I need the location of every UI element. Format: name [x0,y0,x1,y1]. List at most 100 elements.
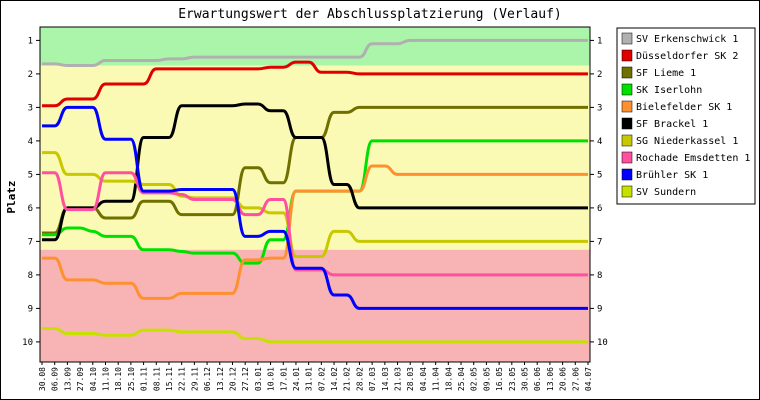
x-tick-label: 02.05 [470,367,479,391]
x-tick-label: 28.02 [355,367,364,391]
legend-entry: SK Iserlohn [636,85,702,96]
y-tick-label-right: 8 [597,271,602,281]
legend: SV Erkenschwick 1 Düsseldorfer SK 2 SF Lie… [616,27,756,205]
x-tick-label: 23.05 [508,367,517,391]
y-tick-label-right: 2 [597,70,602,80]
x-tick-label: 30.08 [38,367,47,391]
y-tick-label-right: 6 [597,204,602,214]
legend-swatch [621,49,633,62]
x-tick-label: 14.02 [330,367,339,391]
x-tick-label: 24.01 [292,367,301,391]
x-tick-label: 27.06 [571,367,580,391]
legend-entry: Bielefelder SK 1 [636,102,732,113]
x-tick-label: 25.10 [127,367,136,391]
series-line-5 [41,102,588,242]
y-tick-label: 10 [22,338,33,348]
x-tick-label: 16.05 [495,367,504,391]
series-line-7 [42,171,588,277]
series-lines [41,38,588,344]
y-tick-label-right: 3 [597,103,602,113]
y-ticks-right: 1 2 3 4 5 6 7 8 9 10 [590,36,608,348]
x-tick-label: 09.05 [482,367,491,391]
x-tick-label: 25.04 [457,367,466,391]
y-tick-label: 8 [28,271,33,281]
legend-entry: SF Brackel 1 [636,119,708,130]
legend-swatch [621,168,633,181]
x-tick-label: 10.01 [267,367,276,391]
x-tick-label: 06.12 [203,367,212,391]
legend-entry: Rochade Emsdetten 1 [636,153,750,164]
x-tick-label: 11.04 [432,367,441,391]
y-tick-label-right: 7 [597,237,602,247]
y-tick-label-right: 9 [597,304,602,314]
y-tick-label: 7 [28,237,33,247]
y-tick-label-right: 10 [597,338,608,348]
y-tick-label: 9 [28,304,33,314]
background-band-1 [40,65,590,250]
legend-swatch [621,66,633,79]
background-band-2 [40,249,590,362]
x-tick-label: 07.03 [368,367,377,391]
x-tick-label: 13.06 [546,367,555,391]
y-tick-label: 6 [28,204,33,214]
x-ticks: 30.08 06.09 13.09 27.09 04.10 11.10 18.10 25.10… [38,362,593,391]
y-tick-label-right: 5 [597,170,602,180]
x-tick-label: 04.04 [419,367,428,391]
legend-swatch [621,83,633,96]
legend-swatch [621,100,633,113]
x-tick-label: 17.01 [279,367,288,391]
x-tick-label: 27.09 [76,367,85,391]
y-tick-label: 5 [28,170,33,180]
y-tick-label-right: 1 [597,36,602,46]
x-tick-label: 13.12 [216,367,225,391]
legend-swatch [621,117,633,130]
series-line-0 [41,38,588,68]
x-tick-label: 27.12 [241,367,250,391]
x-tick-label: 07.02 [317,367,326,391]
x-tick-label: 31.01 [305,367,314,391]
y-tick-label: 1 [28,36,33,46]
series-line-1 [42,60,588,108]
x-tick-label: 14.03 [381,367,390,391]
x-tick-label: 30.05 [521,367,530,391]
x-tick-label: 06.06 [533,367,542,391]
legend-entry: SV Sundern [636,187,696,198]
background-bands [40,27,590,362]
x-tick-label: 18.04 [444,367,453,391]
legend-entry: SG Niederkassel 1 [636,136,738,147]
series-line-4 [42,164,588,300]
legend-entry: Düsseldorfer SK 2 [636,51,738,62]
x-tick-label: 01.11 [140,367,149,391]
x-tick-label: 20.06 [559,367,568,391]
y-tick-label: 2 [28,70,33,80]
y-tick-label-right: 4 [597,137,602,147]
x-tick-label: 03.01 [254,367,263,391]
legend-box [616,27,756,205]
x-tick-label: 15.11 [165,367,174,391]
y-tick-label: 4 [28,137,33,147]
y-axis-label: Platz [5,180,18,213]
x-tick-label: 04.07 [584,367,593,391]
x-tick-label: 08.11 [152,367,161,391]
x-tick-label: 28.03 [406,367,415,391]
x-tick-label: 13.09 [63,367,72,391]
x-tick-label: 21.03 [394,367,403,391]
x-tick-label: 20.12 [228,367,237,391]
legend-entry: SV Erkenschwick 1 [636,34,738,45]
legend-entry: SF Lieme 1 [636,68,696,79]
y-ticks-left: 1 2 3 4 5 6 7 8 9 10 [22,36,40,348]
x-tick-label: 04.10 [89,367,98,391]
series-line-8 [41,105,588,310]
plot-area-border [39,26,591,363]
x-tick-label: 06.09 [51,367,60,391]
x-tick-label: 11.10 [101,367,110,391]
x-tick-label: 29.11 [190,367,199,391]
legend-swatch [621,134,633,147]
series-line-9 [42,327,588,344]
legend-entry: Brühler SK 1 [636,170,708,181]
legend-swatch [621,185,633,198]
chart-title: Erwartungswert der Abschlussplatzierung … [178,7,562,22]
y-tick-label: 3 [28,103,33,113]
x-tick-label: 22.11 [178,367,187,391]
